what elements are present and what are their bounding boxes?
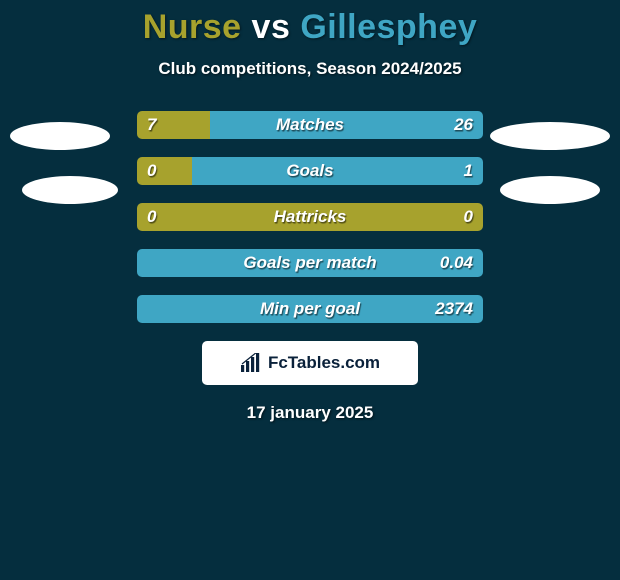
stat-value-left: 0	[147, 203, 156, 231]
player-photo-placeholder	[10, 122, 110, 150]
stat-value-right: 26	[454, 111, 473, 139]
player-photo-placeholder	[490, 122, 610, 150]
stat-label: Goals	[137, 157, 483, 185]
logo-text: FcTables.com	[268, 353, 380, 373]
stat-value-right: 0.04	[440, 249, 473, 277]
player-photo-placeholder	[22, 176, 118, 204]
stat-label: Goals per match	[137, 249, 483, 277]
page-title: Nurse vs Gillesphey	[0, 0, 620, 47]
stat-label: Matches	[137, 111, 483, 139]
stat-value-left: 0	[147, 157, 156, 185]
bar-chart-icon	[240, 353, 262, 373]
comparison-infographic: Nurse vs Gillesphey Club competitions, S…	[0, 0, 620, 580]
stat-label: Min per goal	[137, 295, 483, 323]
date-caption: 17 january 2025	[0, 403, 620, 423]
stat-row: Goals per match0.04	[137, 249, 483, 277]
player-photo-placeholder	[500, 176, 600, 204]
stat-label: Hattricks	[137, 203, 483, 231]
stat-row: Matches7 26	[137, 111, 483, 139]
stat-row: Hattricks0 0	[137, 203, 483, 231]
stat-value-right: 1	[464, 157, 473, 185]
subtitle: Club competitions, Season 2024/2025	[0, 59, 620, 79]
stat-value-left: 7	[147, 111, 156, 139]
title-player-left: Nurse	[143, 8, 242, 46]
stat-row: Min per goal2374	[137, 295, 483, 323]
title-vs: vs	[242, 8, 301, 46]
stat-value-right: 2374	[435, 295, 473, 323]
stat-value-right: 0	[464, 203, 473, 231]
title-player-right: Gillesphey	[300, 8, 477, 46]
stat-row: Goals0 1	[137, 157, 483, 185]
fctables-logo: FcTables.com	[202, 341, 418, 385]
